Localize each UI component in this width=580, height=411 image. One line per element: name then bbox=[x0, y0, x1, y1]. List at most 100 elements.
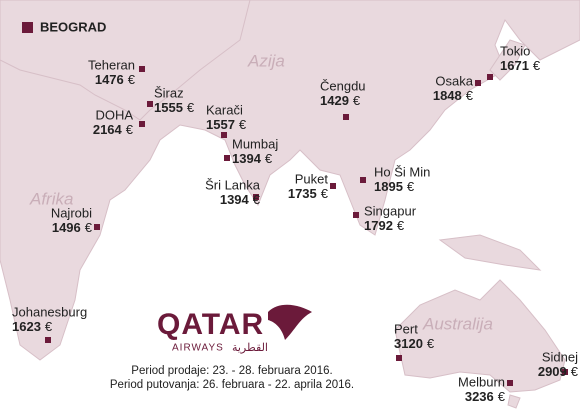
price-value: 1496 bbox=[52, 220, 81, 235]
destination-marker bbox=[343, 114, 349, 120]
region-label: Afrika bbox=[29, 189, 73, 208]
price-currency: € bbox=[45, 319, 53, 334]
destination-price: 1671 € bbox=[500, 58, 541, 73]
destination-name: Singapur bbox=[364, 203, 417, 218]
destination-name: Melburn bbox=[458, 374, 505, 389]
destination-name: Osaka bbox=[435, 73, 473, 88]
destination-name: Johanesburg bbox=[12, 304, 87, 319]
price-currency: € bbox=[253, 192, 261, 207]
logo-sub: AIRWAYS bbox=[172, 343, 224, 354]
destination-price: 1792 € bbox=[364, 218, 405, 233]
price-value: 1394 bbox=[220, 192, 250, 207]
destination-price: 3236 € bbox=[465, 389, 506, 404]
destination-marker bbox=[562, 369, 568, 375]
price-value: 1848 bbox=[433, 88, 462, 103]
price-value: 1476 bbox=[95, 72, 124, 87]
price-value: 3236 bbox=[465, 389, 494, 404]
destination-marker bbox=[360, 177, 366, 183]
destination-name: Pert bbox=[394, 321, 418, 336]
origin-marker bbox=[22, 22, 33, 33]
logo: QATAR AIRWAYS القطرية bbox=[157, 304, 312, 354]
destination-price: 1496 € bbox=[52, 220, 93, 235]
destination-price: 1476 € bbox=[95, 72, 136, 87]
region-label: Azija bbox=[247, 51, 285, 70]
price-value: 1394 bbox=[232, 151, 262, 166]
logo-brand: QATAR bbox=[157, 308, 264, 341]
price-value: 1623 bbox=[12, 319, 41, 334]
destination-marker bbox=[139, 66, 145, 72]
destination-price: 1394 € bbox=[220, 192, 261, 207]
destination-price: 1429 € bbox=[320, 93, 361, 108]
destination-price: 1735 € bbox=[288, 186, 329, 201]
logo-oryx bbox=[268, 304, 312, 340]
destination-marker bbox=[147, 101, 153, 107]
logo-arabic: القطرية bbox=[232, 342, 268, 354]
destination-name: Karači bbox=[206, 102, 243, 117]
price-value: 1671 bbox=[500, 58, 529, 73]
destination-marker bbox=[353, 212, 359, 218]
destination-price: 3120 € bbox=[394, 336, 435, 351]
destination-price: 1623 € bbox=[12, 319, 53, 334]
destination-marker bbox=[475, 80, 481, 86]
destination-price: 1555 € bbox=[154, 100, 195, 115]
price-value: 1555 bbox=[154, 100, 183, 115]
destination-name: Sidnej bbox=[542, 349, 578, 364]
destination-name: DOHA bbox=[95, 107, 133, 122]
price-currency: € bbox=[533, 58, 541, 73]
destination-marker bbox=[507, 380, 513, 386]
price-currency: € bbox=[427, 336, 435, 351]
price-currency: € bbox=[187, 100, 195, 115]
price-currency: € bbox=[397, 218, 405, 233]
destination-marker bbox=[94, 224, 100, 230]
region-label: Australija bbox=[422, 314, 493, 333]
footer-line: Period prodaje: 23. - 28. februara 2016. bbox=[131, 365, 332, 377]
price-value: 1557 bbox=[206, 117, 235, 132]
footer-line: Period putovanja: 26. februara - 22. apr… bbox=[110, 379, 354, 391]
destination-name: Tokio bbox=[500, 43, 530, 58]
destination-name: Ho Ši Min bbox=[374, 164, 430, 179]
destination-price: 1895 € bbox=[374, 179, 415, 194]
price-value: 1895 bbox=[374, 179, 403, 194]
destination-marker bbox=[139, 121, 145, 127]
price-currency: € bbox=[128, 72, 136, 87]
price-value: 1429 bbox=[320, 93, 349, 108]
destination-name: Puket bbox=[295, 171, 329, 186]
destination-name: Širaz bbox=[154, 85, 184, 100]
destination-marker bbox=[253, 194, 259, 200]
destination-marker bbox=[396, 355, 402, 361]
destination-marker bbox=[221, 132, 227, 138]
price-currency: € bbox=[85, 220, 93, 235]
destination-name: Teheran bbox=[88, 57, 135, 72]
destination-price: 1848 € bbox=[433, 88, 474, 103]
price-value: 2164 bbox=[93, 122, 123, 137]
origin-label: BEOGRAD bbox=[40, 19, 106, 34]
price-currency: € bbox=[571, 364, 579, 379]
price-value: 3120 bbox=[394, 336, 423, 351]
price-currency: € bbox=[498, 389, 506, 404]
price-value: 1735 bbox=[288, 186, 317, 201]
destination-name: Najrobi bbox=[51, 205, 92, 220]
price-currency: € bbox=[126, 122, 134, 137]
price-currency: € bbox=[239, 117, 247, 132]
destination-price: 2909 € bbox=[538, 364, 579, 379]
destination-marker bbox=[330, 183, 336, 189]
destination-marker bbox=[487, 74, 493, 80]
destination-marker bbox=[45, 337, 51, 343]
price-currency: € bbox=[353, 93, 361, 108]
price-value: 2909 bbox=[538, 364, 567, 379]
destination-price: 2164 € bbox=[93, 122, 134, 137]
price-currency: € bbox=[466, 88, 474, 103]
price-currency: € bbox=[407, 179, 415, 194]
price-currency: € bbox=[321, 186, 329, 201]
destination-price: 1557 € bbox=[206, 117, 247, 132]
destination-marker bbox=[224, 155, 230, 161]
destination-price: 1394 € bbox=[232, 151, 273, 166]
destination-name: Mumbaj bbox=[232, 136, 278, 151]
destination-name: Šri Lanka bbox=[205, 177, 261, 192]
price-value: 1792 bbox=[364, 218, 393, 233]
destination-name: Čengdu bbox=[320, 78, 366, 93]
price-currency: € bbox=[265, 151, 273, 166]
